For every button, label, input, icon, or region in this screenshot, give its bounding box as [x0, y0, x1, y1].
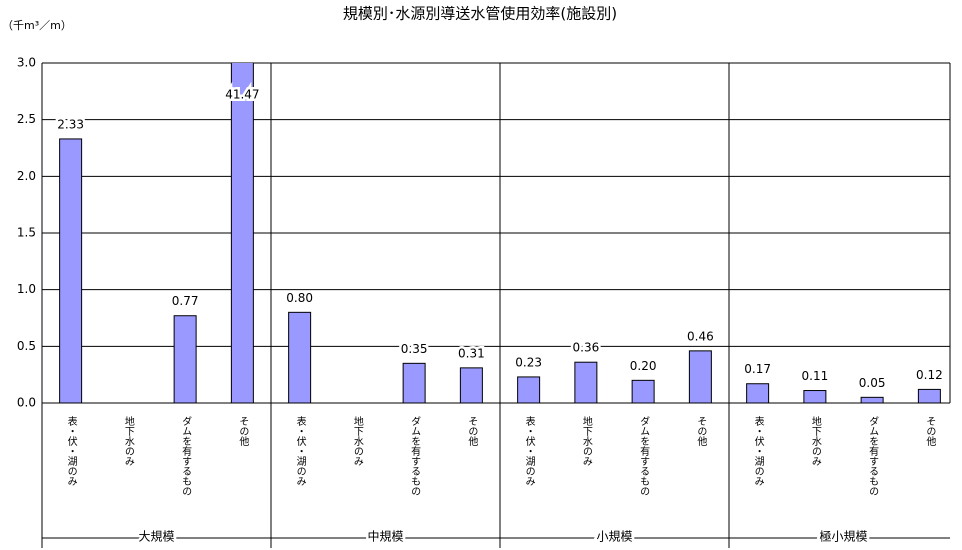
y-tick-label: 1.0: [17, 282, 36, 296]
group-label: 小規模: [596, 529, 632, 544]
bar: [917, 388, 941, 404]
y-axis-label: （千m³／m）: [2, 19, 72, 32]
bar: [173, 315, 197, 404]
value-label: 0.31: [458, 346, 485, 360]
x-tick-label: その他: [695, 416, 707, 447]
bar: [230, 63, 254, 404]
group-label: 中規模: [367, 529, 403, 544]
value-label: 0.80: [286, 291, 313, 305]
bar: [459, 367, 483, 404]
value-label: 41.47: [225, 88, 259, 102]
x-tick-label: 表・伏・湖のみ: [523, 415, 535, 486]
value-label: 0.77: [172, 294, 199, 308]
x-tick-label: 地下水のみ: [122, 415, 134, 466]
chart-title: 規模別･水源別導送水管使用効率(施設別): [343, 5, 617, 23]
group-label: 大規模: [138, 529, 174, 544]
x-tick-label: 地下水のみ: [580, 415, 592, 466]
value-label: 0.17: [744, 362, 771, 376]
x-tick-label: 表・伏・湖のみ: [65, 415, 77, 486]
bar: [803, 390, 827, 404]
x-tick-label: その他: [466, 416, 478, 447]
bar: [288, 311, 312, 404]
bar: [59, 138, 83, 404]
bar: [402, 362, 426, 404]
x-tick-label: 地下水のみ: [351, 415, 363, 466]
bar: [574, 361, 598, 404]
value-label: 2.33: [57, 117, 84, 131]
y-tick-label: 1.5: [17, 226, 36, 240]
y-tick-label: 0.0: [17, 396, 36, 410]
x-tick-label: ダムを有するもの: [867, 416, 879, 496]
group-label: 極小規模: [819, 529, 867, 544]
value-label: 0.12: [916, 368, 943, 382]
x-tick-label: ダムを有するもの: [409, 416, 421, 496]
x-tick-label: ダムを有するもの: [638, 416, 650, 496]
bar: [860, 396, 884, 404]
x-tick-label: その他: [924, 416, 936, 447]
value-label: 0.35: [401, 342, 428, 356]
value-label: 0.20: [630, 359, 657, 373]
x-tick-label: 地下水のみ: [809, 415, 821, 466]
x-tick-label: 表・伏・湖のみ: [294, 415, 306, 486]
y-tick-label: 2.5: [17, 112, 36, 126]
x-tick-label: 表・伏・湖のみ: [752, 415, 764, 486]
value-label: 0.23: [515, 355, 542, 369]
value-label: 0.11: [802, 369, 829, 383]
value-label: 0.05: [859, 376, 886, 390]
value-label: 0.46: [687, 329, 714, 343]
y-tick-label: 2.0: [17, 169, 36, 183]
bar: [746, 383, 770, 404]
y-tick-label: 0.5: [17, 339, 36, 353]
x-tick-label: その他: [237, 416, 249, 447]
x-tick-label: ダムを有するもの: [180, 416, 192, 496]
bars: [59, 63, 941, 404]
bar: [688, 350, 712, 404]
bar: [517, 376, 541, 404]
y-tick-label: 3.0: [17, 56, 36, 70]
value-label: 0.36: [573, 341, 600, 355]
bar: [631, 379, 655, 404]
